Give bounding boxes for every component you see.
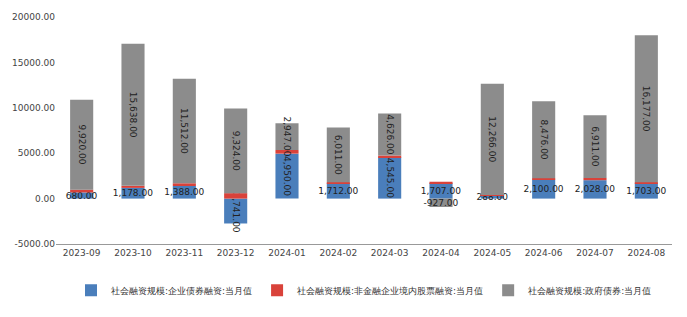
svg-text:-927.00: -927.00: [423, 198, 458, 208]
svg-text:8,476.00: 8,476.00: [539, 120, 549, 160]
svg-text:12,266.00: 12,266.00: [487, 116, 497, 162]
svg-text:6,911.00: 6,911.00: [590, 126, 600, 166]
svg-text:6,011.00: 6,011.00: [333, 135, 343, 175]
svg-text:20000.00: 20000.00: [12, 12, 55, 22]
svg-text:社会融资规模:企业债券融资:当月值: 社会融资规模:企业债券融资:当月值: [111, 286, 252, 296]
svg-text:2,100.00: 2,100.00: [523, 184, 563, 194]
svg-text:2024-01: 2024-01: [268, 248, 306, 258]
svg-text:2023-09: 2023-09: [63, 248, 101, 258]
svg-text:1,703.00: 1,703.00: [626, 186, 666, 196]
svg-text:2,947.00: 2,947.00: [282, 116, 292, 156]
svg-text:4,626.00: 4,626.00: [385, 114, 395, 154]
svg-text:2024-04: 2024-04: [422, 248, 460, 258]
svg-text:680.00: 680.00: [66, 191, 98, 201]
svg-text:社会融资规模:非金融企业境内股票融资:当月值: 社会融资规模:非金融企业境内股票融资:当月值: [297, 286, 483, 296]
svg-text:2024-08: 2024-08: [628, 248, 666, 258]
svg-text:4,545.00: 4,545.00: [385, 158, 395, 198]
svg-text:2024-03: 2024-03: [371, 248, 409, 258]
svg-text:2024-02: 2024-02: [320, 248, 358, 258]
svg-text:1,388.00: 1,388.00: [164, 187, 204, 197]
svg-text:2023-11: 2023-11: [166, 248, 204, 258]
svg-text:11,512.00: 11,512.00: [179, 108, 189, 154]
svg-text:-2,741.00: -2,741.00: [231, 189, 241, 233]
svg-text:1,712.00: 1,712.00: [318, 186, 358, 196]
svg-text:4,950.00: 4,950.00: [282, 156, 292, 196]
svg-text:15,638.00: 15,638.00: [128, 92, 138, 138]
svg-text:10000.00: 10000.00: [12, 103, 55, 113]
svg-text:2024-05: 2024-05: [474, 248, 512, 258]
svg-text:9,920.00: 9,920.00: [77, 124, 87, 164]
svg-text:1,178.00: 1,178.00: [113, 188, 153, 198]
svg-text:16,177.00: 16,177.00: [641, 86, 651, 132]
svg-text:2024-07: 2024-07: [576, 248, 614, 258]
svg-text:2023-10: 2023-10: [114, 248, 152, 258]
svg-text:1,707.00: 1,707.00: [421, 186, 461, 196]
svg-text:-5000.00: -5000.00: [15, 239, 56, 249]
svg-text:2,028.00: 2,028.00: [575, 184, 615, 194]
svg-text:288.00: 288.00: [476, 192, 508, 202]
svg-text:9,324.00: 9,324.00: [231, 131, 241, 171]
svg-text:0.00: 0.00: [35, 194, 55, 204]
svg-text:2024-06: 2024-06: [525, 248, 563, 258]
svg-text:社会融资规模:政府债券:当月值: 社会融资规模:政府债券:当月值: [528, 286, 651, 296]
svg-text:2023-12: 2023-12: [217, 248, 255, 258]
svg-text:5000.00: 5000.00: [18, 148, 55, 158]
svg-text:15000.00: 15000.00: [12, 58, 55, 68]
